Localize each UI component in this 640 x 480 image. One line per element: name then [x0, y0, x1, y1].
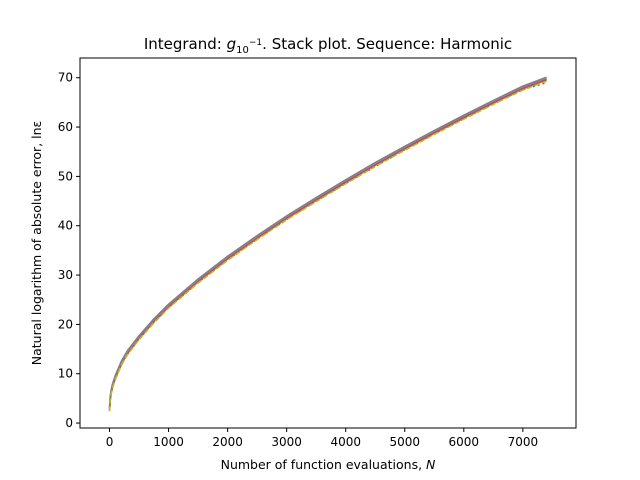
y-axis-label: Natural logarithm of absolute error, lnε: [29, 121, 44, 365]
title-suffix: . Stack plot. Sequence: Harmonic: [262, 35, 512, 53]
x-tick-label: 6000: [449, 435, 480, 449]
x-tick-label: 3000: [271, 435, 302, 449]
series-line-1: [108, 81, 547, 411]
y-tick-label: 60: [58, 120, 73, 134]
chart-title: Integrand: g10−1. Stack plot. Sequence: …: [144, 35, 512, 56]
x-tick-label: 4000: [330, 435, 361, 449]
y-tick-label: 0: [65, 416, 73, 430]
x-tick-label: 7000: [508, 435, 539, 449]
y-tick-label: 10: [58, 367, 73, 381]
series-line-4: [108, 78, 547, 410]
series-line-9: [108, 80, 547, 412]
x-axis-label-prefix: Number of function evaluations,: [221, 457, 426, 472]
x-tick-label: 5000: [389, 435, 420, 449]
x-axis-ticks: 0 1000 2000 3000 4000 5000 6000 7000: [106, 428, 538, 449]
y-tick-label: 30: [58, 268, 73, 282]
title-subscript: 10: [236, 45, 249, 56]
series-line-5: [108, 77, 547, 409]
plot-lines: [108, 76, 547, 412]
title-prefix: Integrand:: [144, 35, 227, 53]
plot-area-frame: [79, 57, 577, 429]
x-tick-label: 0: [106, 435, 114, 449]
y-tick-label: 70: [58, 71, 73, 85]
series-line-3: [108, 78, 547, 410]
title-symbol: g: [227, 35, 237, 53]
x-tick-label: 2000: [212, 435, 243, 449]
series-line-8: [108, 76, 547, 408]
series-line-6: [108, 77, 547, 409]
x-tick-label: 1000: [153, 435, 184, 449]
y-tick-label: 40: [58, 219, 73, 233]
x-axis-label: Number of function evaluations, N: [221, 457, 436, 472]
series-line-7: [108, 76, 547, 408]
y-tick-label: 20: [58, 317, 73, 331]
y-tick-label: 50: [58, 169, 73, 183]
x-axis-label-symbol: N: [426, 457, 436, 472]
series-line-2: [108, 79, 547, 411]
y-axis-ticks: 0 10 20 30 40 50 60 70: [58, 71, 80, 430]
title-superscript: −1: [249, 38, 262, 48]
